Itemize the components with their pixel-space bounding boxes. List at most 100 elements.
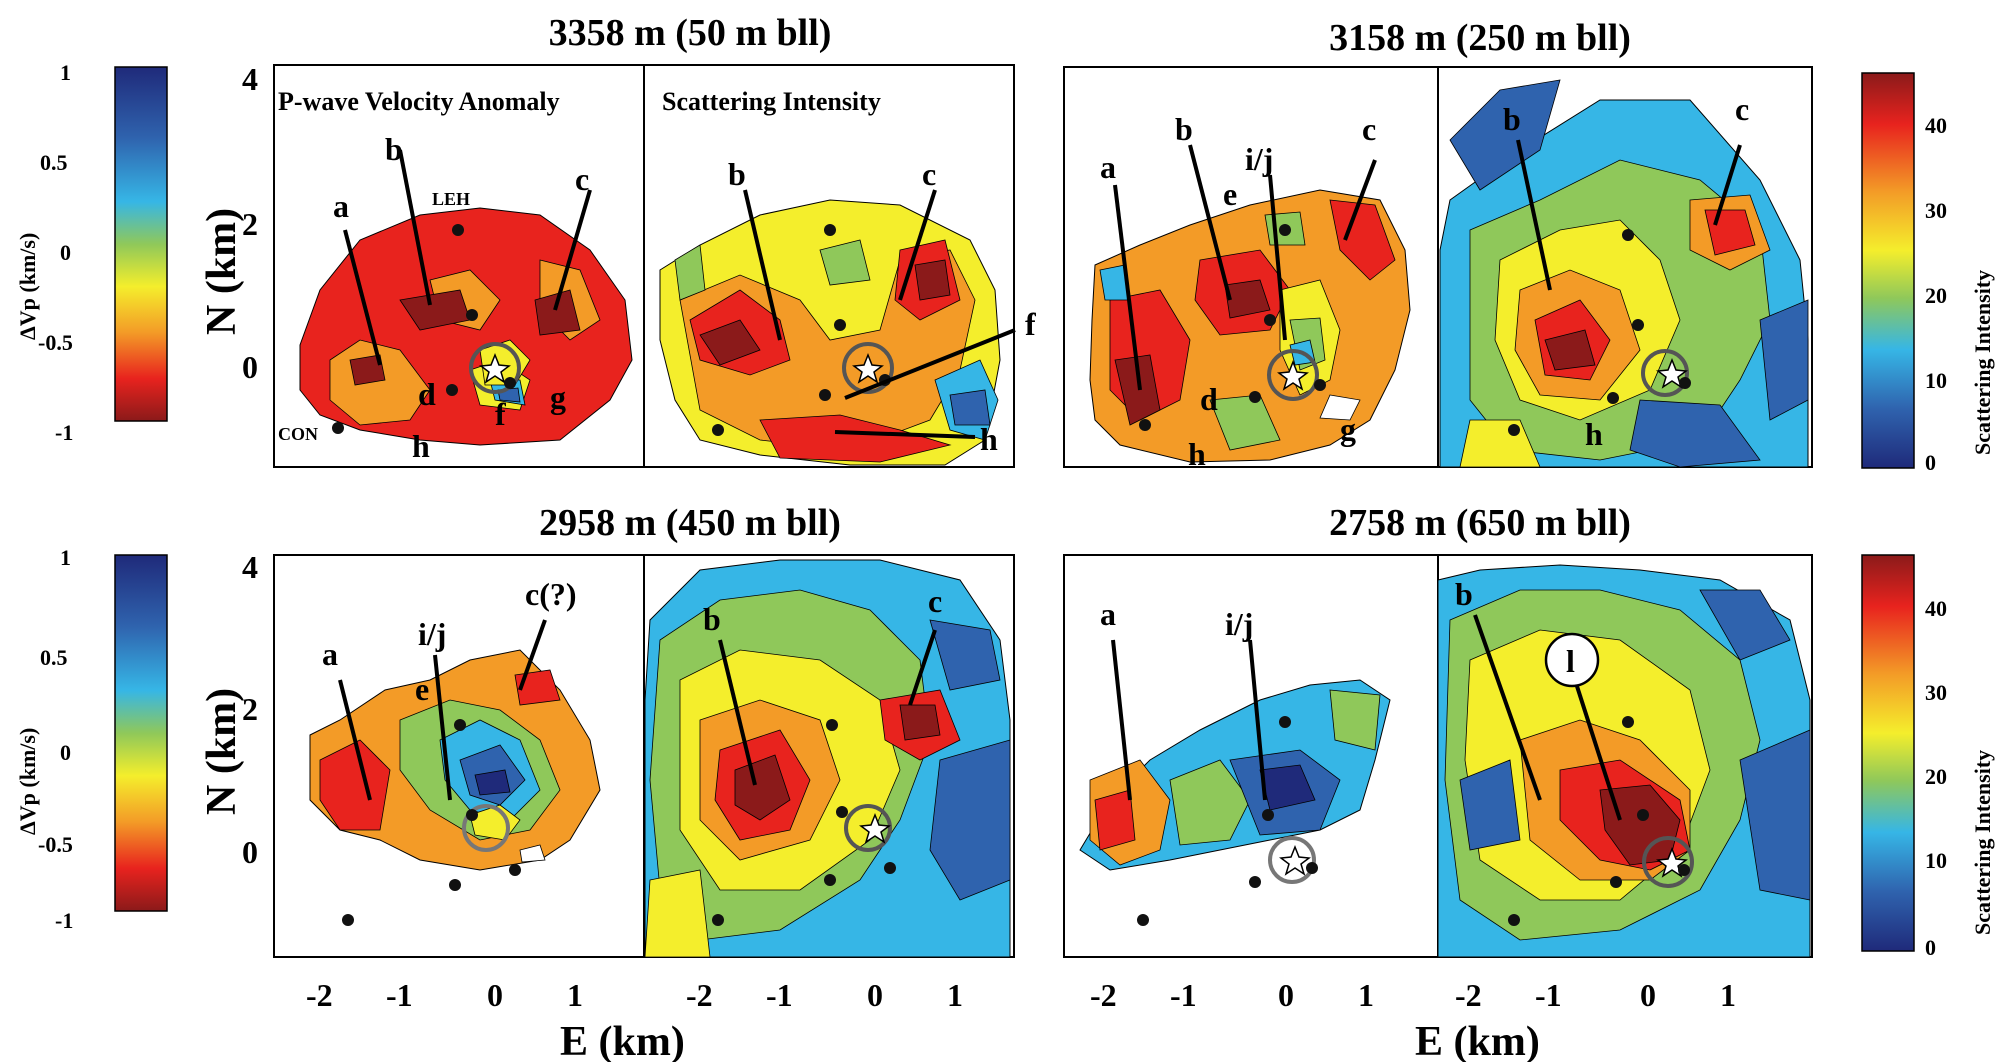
svg-text:b: b: [1455, 576, 1473, 612]
panel-3158-scattering: b c h: [1437, 66, 1813, 468]
svg-text:30: 30: [1925, 680, 1947, 705]
svg-text:i/j: i/j: [1245, 141, 1273, 177]
scat-label-bottom: Scattering Intensity: [1970, 750, 1995, 935]
dvp-label-top: ΔVp (km/s): [15, 233, 40, 340]
svg-text:h: h: [1188, 436, 1206, 472]
svg-text:g: g: [1340, 411, 1356, 447]
svg-text:c: c: [928, 583, 942, 619]
svg-text:-0.5: -0.5: [38, 330, 73, 355]
station-leh: LEH: [432, 189, 470, 209]
svg-text:h: h: [412, 428, 430, 464]
svg-text:g: g: [550, 379, 566, 415]
svg-text:0: 0: [60, 240, 71, 265]
svg-text:b: b: [1175, 111, 1193, 147]
svg-text:0: 0: [60, 740, 71, 765]
svg-text:0.5: 0.5: [40, 645, 68, 670]
svg-text:c: c: [1735, 91, 1749, 127]
title-2958: 2958 m (450 m bll): [539, 502, 841, 544]
colorbar-right-bottom: 40 30 20 10 0 Scattering Intensity: [1861, 554, 1995, 960]
colorbar-left-top: 1 0.5 0 -0.5 -1 ΔVp (km/s): [15, 60, 168, 445]
svg-text:-2: -2: [686, 977, 713, 1013]
svg-text:a: a: [1100, 149, 1116, 185]
svg-text:e: e: [415, 671, 429, 707]
title-2758: 2758 m (650 m bll): [1329, 502, 1631, 544]
svg-text:b: b: [728, 156, 746, 192]
n-label-top: N (km): [199, 208, 245, 335]
title-3358: 3358 m (50 m bll): [549, 12, 832, 54]
svg-text:f: f: [1025, 306, 1036, 342]
velocity-panel-label: P-wave Velocity Anomaly: [278, 87, 560, 116]
svg-text:c: c: [575, 161, 589, 197]
svg-text:4: 4: [242, 61, 258, 97]
svg-text:0.5: 0.5: [40, 150, 68, 175]
svg-text:0: 0: [867, 977, 883, 1013]
svg-text:-1: -1: [386, 977, 413, 1013]
svg-text:0: 0: [242, 349, 258, 385]
svg-text:0: 0: [1925, 935, 1936, 960]
svg-text:1: 1: [1358, 977, 1374, 1013]
svg-text:0: 0: [242, 834, 258, 870]
svg-text:1: 1: [60, 60, 71, 85]
svg-text:0: 0: [1640, 977, 1656, 1013]
svg-text:h: h: [1585, 416, 1603, 452]
svg-text:b: b: [703, 601, 721, 637]
scat-label-top: Scattering Intensity: [1970, 270, 1995, 455]
svg-text:4: 4: [242, 549, 258, 585]
svg-text:d: d: [418, 376, 436, 412]
svg-text:h: h: [980, 421, 998, 457]
svg-text:1: 1: [947, 977, 963, 1013]
svg-text:e: e: [1223, 176, 1237, 212]
svg-text:i/j: i/j: [418, 616, 446, 652]
svg-text:c(?): c(?): [525, 576, 577, 612]
dvp-label-bottom: ΔVp (km/s): [15, 728, 40, 835]
svg-text:30: 30: [1925, 198, 1947, 223]
svg-text:-0.5: -0.5: [38, 832, 73, 857]
svg-text:c: c: [922, 156, 936, 192]
svg-text:10: 10: [1925, 848, 1947, 873]
svg-text:1: 1: [567, 977, 583, 1013]
svg-text:-1: -1: [1535, 977, 1562, 1013]
svg-text:40: 40: [1925, 596, 1947, 621]
svg-text:20: 20: [1925, 764, 1947, 789]
colorbar-right-top: 40 30 20 10 0 Scattering Intensity: [1861, 72, 1995, 475]
panel-3358-velocity: P-wave Velocity Anomaly LEH CON a b c d …: [273, 64, 645, 468]
svg-text:l: l: [1566, 643, 1575, 679]
colorbar-left-bottom: 1 0.5 0 -0.5 -1 ΔVp (km/s): [15, 545, 168, 933]
axes-left: N (km) N (km) 4 2 0 4 2 0 -2 -1 0 1 -2 -…: [199, 61, 963, 1062]
svg-text:-1: -1: [55, 908, 73, 933]
svg-text:-1: -1: [1170, 977, 1197, 1013]
svg-text:a: a: [1100, 596, 1116, 632]
axes-right: -2 -1 0 1 -2 -1 0 1 E (km): [1090, 977, 1736, 1062]
panel-2958-velocity: a i/j c(?) e: [273, 554, 645, 958]
svg-text:2: 2: [242, 206, 258, 242]
svg-text:b: b: [1503, 101, 1521, 137]
svg-text:-2: -2: [1455, 977, 1482, 1013]
station-con: CON: [278, 424, 318, 444]
svg-text:-1: -1: [766, 977, 793, 1013]
panel-2958-scattering: b c: [643, 554, 1015, 958]
n-label-bottom: N (km): [199, 688, 245, 815]
svg-text:-1: -1: [55, 420, 73, 445]
svg-text:0: 0: [1925, 450, 1936, 475]
scattering-panel-label: Scattering Intensity: [662, 87, 881, 116]
e-label-left: E (km): [560, 1019, 685, 1062]
svg-text:i/j: i/j: [1225, 606, 1253, 642]
svg-text:10: 10: [1925, 368, 1947, 393]
svg-text:1: 1: [60, 545, 71, 570]
svg-text:a: a: [322, 636, 338, 672]
panel-2758-scattering: b l: [1437, 554, 1813, 958]
svg-text:f: f: [495, 396, 506, 432]
panel-3158-velocity: a b i/j e c d h g: [1063, 66, 1439, 472]
title-3158: 3158 m (250 m bll): [1329, 17, 1631, 59]
svg-text:0: 0: [487, 977, 503, 1013]
svg-text:-2: -2: [306, 977, 333, 1013]
svg-text:-2: -2: [1090, 977, 1117, 1013]
svg-text:a: a: [333, 188, 349, 224]
svg-text:c: c: [1362, 111, 1376, 147]
svg-text:d: d: [1200, 381, 1218, 417]
svg-text:0: 0: [1278, 977, 1294, 1013]
svg-text:20: 20: [1925, 283, 1947, 308]
svg-text:1: 1: [1720, 977, 1736, 1013]
svg-text:b: b: [385, 131, 403, 167]
